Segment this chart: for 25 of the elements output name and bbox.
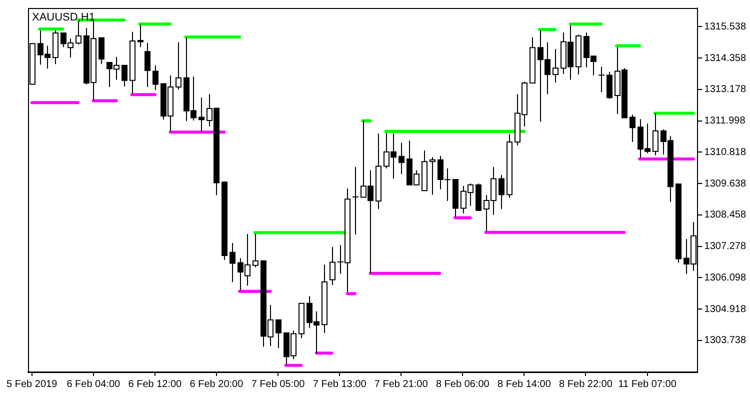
x-tick-label: 7 Feb 13:00 — [312, 378, 367, 390]
y-tick-label: 1309.638 — [704, 178, 746, 190]
y-tick-label: 1304.918 — [704, 304, 746, 315]
x-tick-label: 6 Feb 12:00 — [128, 378, 182, 390]
x-tick-label: 11 Feb 07:00 — [618, 378, 677, 390]
x-tick-label: 7 Feb 21:00 — [374, 378, 428, 390]
candlestick — [352, 166, 359, 236]
x-tick-label: 6 Feb 04:00 — [66, 378, 121, 390]
x-tick-label: 8 Feb 14:00 — [498, 378, 552, 390]
x-tick-label: 8 Feb 22:00 — [559, 378, 613, 390]
x-tick-label: 5 Feb 2019 — [6, 378, 58, 390]
y-tick-label: 1308.458 — [704, 210, 746, 221]
x-tick-label: 6 Feb 20:00 — [190, 378, 244, 390]
y-tick-label: 1315.538 — [704, 21, 746, 32]
y-tick-label: 1303.738 — [704, 335, 746, 346]
y-tick-label: 1306.098 — [704, 272, 746, 284]
x-tick-label: 7 Feb 05:00 — [251, 378, 306, 390]
y-tick-label: 1311.998 — [704, 116, 746, 127]
chart-title: XAUUSD,H1 — [32, 12, 95, 24]
candlestick — [598, 66, 605, 93]
y-tick-label: 1307.278 — [704, 241, 746, 252]
y-tick-label: 1314.358 — [704, 52, 746, 64]
y-tick-label: 1313.178 — [704, 84, 746, 96]
x-tick-label: 8 Feb 06:00 — [436, 378, 490, 390]
y-tick-label: 1310.818 — [704, 146, 746, 158]
